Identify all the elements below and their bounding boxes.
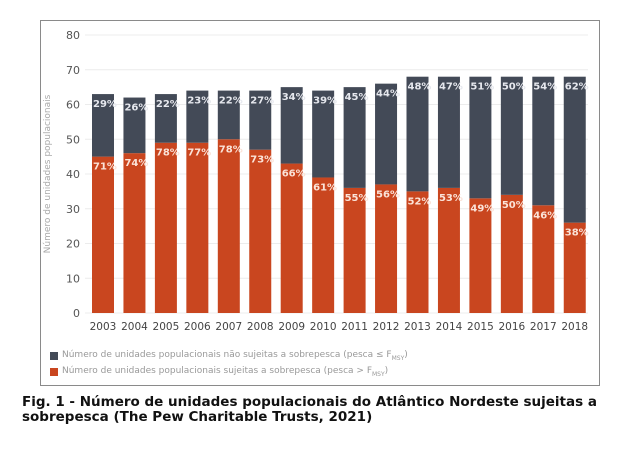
bar-overfished-2011	[343, 187, 366, 313]
bar-overfished-2004	[123, 153, 146, 313]
x-tick-label: 2012	[373, 321, 400, 333]
x-tick-label: 2007	[215, 321, 242, 333]
data-label: 29%	[93, 99, 117, 110]
y-tick-label: 30	[66, 203, 80, 216]
chart-frame	[40, 20, 600, 386]
x-tick-label: 2014	[436, 321, 463, 333]
figure-caption: Fig. 1 - Número de unidades populacionai…	[22, 394, 597, 425]
data-label: 47%	[439, 82, 463, 93]
x-tick-label: 2018	[561, 321, 588, 333]
bar-overfished-2003	[92, 156, 114, 313]
data-label: 73%	[250, 155, 274, 166]
y-tick-label: 50	[66, 133, 80, 146]
x-tick-label: 2005	[153, 321, 180, 333]
x-tick-label: 2008	[247, 321, 274, 333]
y-tick-label: 80	[66, 29, 80, 42]
bar-overfished-2018	[563, 222, 586, 313]
legend-item-non-overfished: Número de unidades populacionais não suj…	[50, 350, 408, 362]
x-tick-label: 2013	[404, 321, 431, 333]
x-tick-label: 2003	[90, 321, 117, 333]
data-label: 77%	[187, 148, 211, 159]
bar-overfished-2007	[217, 139, 240, 313]
legend-label: Número de unidades populacionais não suj…	[62, 350, 408, 362]
x-tick-label: 2009	[278, 321, 305, 333]
bar-overfished-2017	[532, 205, 555, 313]
bar-overfished-2014	[437, 187, 460, 313]
bar-non-overfished-2015	[469, 76, 492, 199]
bar-non-overfished-2005	[154, 94, 177, 143]
data-label: 62%	[565, 82, 589, 93]
bar-overfished-2016	[500, 194, 523, 313]
data-label: 45%	[345, 92, 369, 103]
y-tick-label: 70	[66, 64, 80, 77]
bar-non-overfished-2014	[437, 76, 460, 188]
y-axis-label: Número de unidades populacionais	[43, 94, 53, 253]
stacked-bar-chart: 0 10 20 30 40 50 60 70 80 Número de unidades popu…	[43, 29, 589, 333]
x-tick-label: 2004	[121, 321, 148, 333]
data-label: 50%	[502, 82, 526, 93]
data-label: 66%	[282, 169, 306, 180]
bar-non-overfished-2018	[563, 76, 586, 223]
legend-swatch	[50, 367, 58, 376]
data-label: 27%	[250, 96, 274, 107]
x-tick-label: 2017	[530, 321, 557, 333]
data-label: 46%	[533, 210, 557, 221]
legend-item-overfished: Número de unidades populacionais sujeita…	[50, 366, 388, 378]
bar-overfished-2012	[375, 184, 398, 313]
bar-non-overfished-2010	[312, 90, 335, 178]
data-label: 78%	[219, 144, 243, 155]
data-label: 61%	[313, 182, 337, 193]
legend-label: Número de unidades populacionais sujeita…	[62, 366, 389, 378]
bar-non-overfished-2007	[217, 90, 240, 140]
data-label: 71%	[93, 162, 117, 173]
bar-overfished-2010	[312, 177, 335, 313]
data-label: 56%	[376, 189, 400, 200]
data-label: 54%	[533, 82, 557, 93]
data-label: 52%	[408, 196, 432, 207]
bar-non-overfished-2006	[186, 90, 209, 143]
x-tick-label: 2006	[184, 321, 211, 333]
data-label: 39%	[313, 96, 337, 107]
bar-overfished-2009	[280, 163, 303, 313]
data-label: 53%	[439, 193, 463, 204]
bar-non-overfished-2012	[375, 83, 398, 185]
x-tick-label: 2015	[467, 321, 494, 333]
bar-non-overfished-2016	[500, 76, 523, 195]
data-label: 22%	[156, 99, 180, 110]
y-tick-label: 0	[73, 307, 80, 320]
bar-non-overfished-2009	[280, 87, 303, 164]
bar-non-overfished-2004	[123, 97, 146, 154]
legend-swatch	[50, 351, 58, 360]
data-label: 49%	[470, 203, 494, 214]
data-label: 22%	[219, 96, 243, 107]
bar-non-overfished-2003	[92, 94, 114, 157]
data-label: 26%	[124, 103, 148, 114]
bar-overfished-2006	[186, 142, 209, 313]
bar-overfished-2005	[154, 142, 177, 313]
data-label: 78%	[156, 148, 180, 159]
x-tick-label: 2016	[498, 321, 525, 333]
bar-non-overfished-2017	[532, 76, 555, 206]
x-tick-label: 2010	[310, 321, 337, 333]
bar-overfished-2015	[469, 198, 492, 313]
data-label: 74%	[124, 158, 148, 169]
data-label: 38%	[565, 228, 589, 239]
y-tick-label: 40	[66, 168, 80, 181]
data-label: 51%	[470, 82, 494, 93]
y-tick-label: 20	[66, 238, 80, 251]
data-label: 34%	[282, 92, 306, 103]
y-tick-label: 60	[66, 99, 80, 112]
data-label: 23%	[187, 96, 211, 107]
data-label: 50%	[502, 200, 526, 211]
bar-non-overfished-2013	[406, 76, 429, 192]
x-tick-label: 2011	[341, 321, 368, 333]
bar-overfished-2008	[249, 149, 272, 313]
y-tick-label: 10	[66, 272, 80, 285]
bar-non-overfished-2008	[249, 90, 272, 150]
data-label: 55%	[345, 193, 369, 204]
data-label: 44%	[376, 89, 400, 100]
bar-non-overfished-2011	[343, 87, 366, 188]
bar-overfished-2013	[406, 191, 429, 313]
data-label: 48%	[408, 82, 432, 93]
